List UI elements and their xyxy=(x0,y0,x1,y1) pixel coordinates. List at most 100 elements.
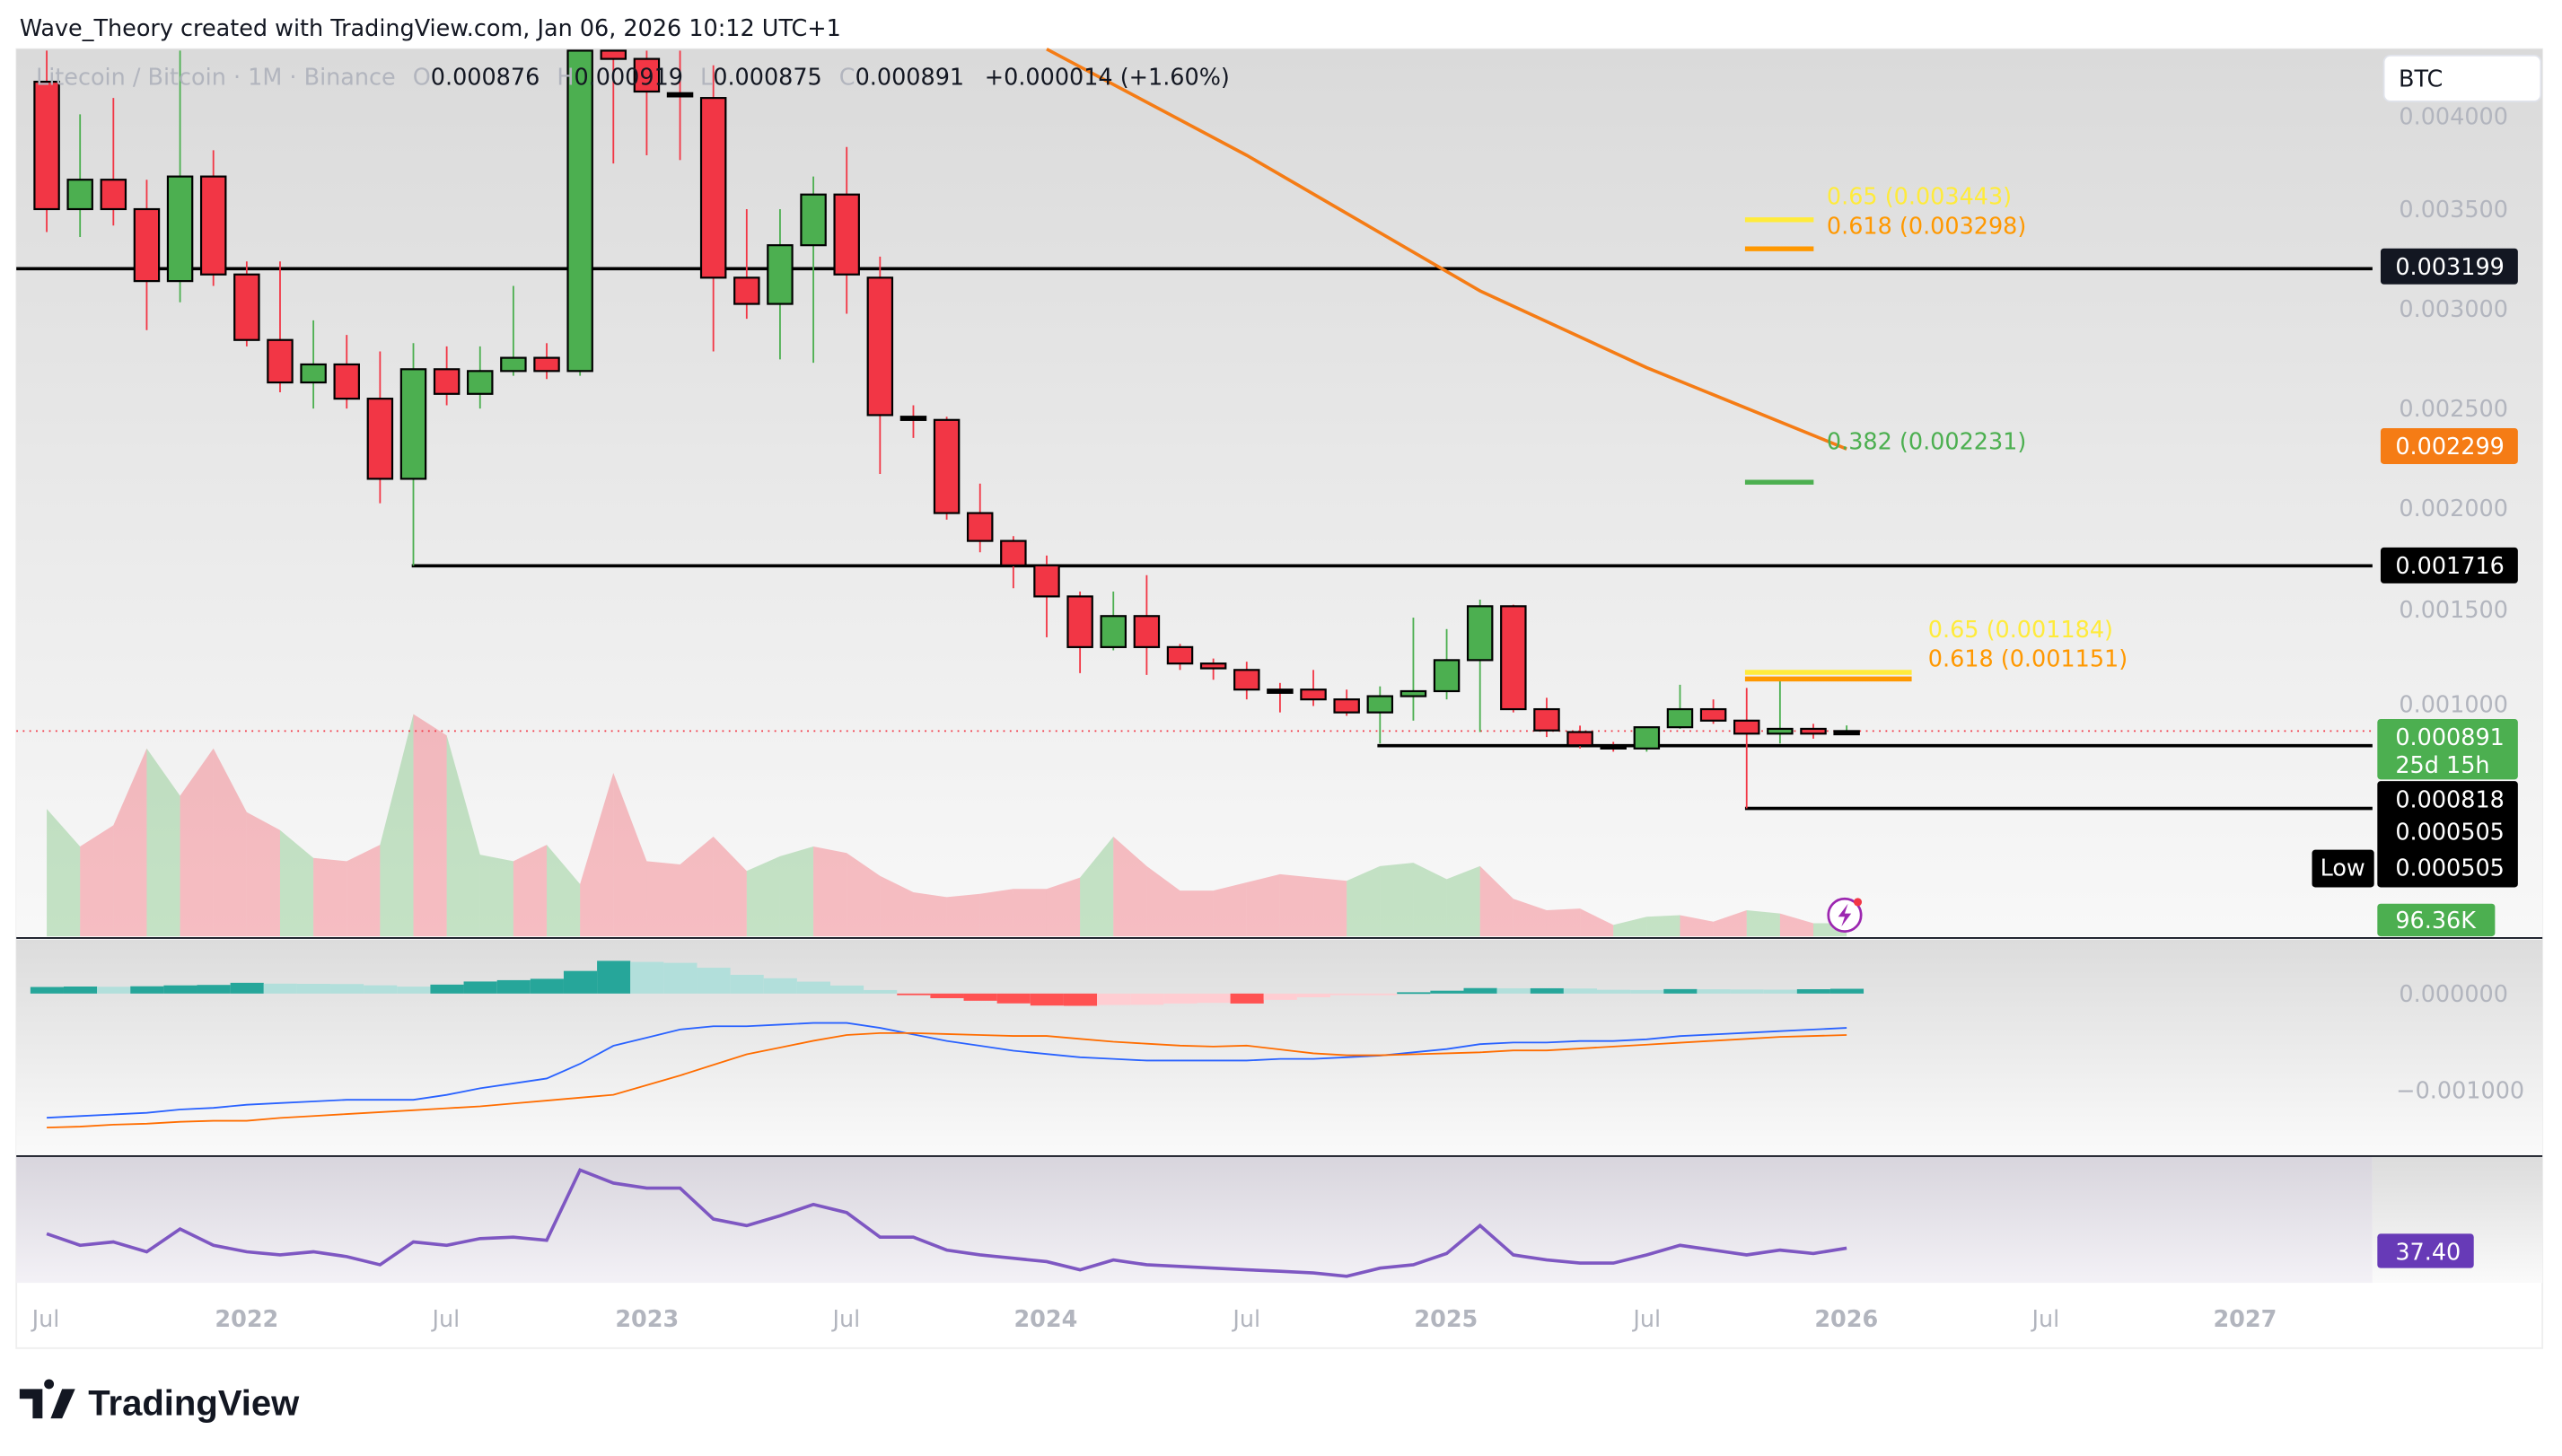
volume-area-segment xyxy=(113,748,147,937)
candle-body xyxy=(1466,605,1494,662)
macd-histogram-bar xyxy=(1496,987,1531,994)
legend-low: 0.000875 xyxy=(713,65,822,92)
macd-histogram-bar xyxy=(163,985,197,994)
volume-area-segment xyxy=(979,889,1013,937)
macd-histogram-bar xyxy=(397,987,431,994)
macd-histogram-bar xyxy=(130,986,164,994)
volume-area-segment xyxy=(446,735,480,937)
candle-body xyxy=(1699,707,1727,722)
time-tick: 2023 xyxy=(615,1306,679,1333)
macd-histogram-bar xyxy=(197,985,231,994)
candle-body xyxy=(733,276,760,305)
volume-area-segment xyxy=(1013,889,1047,937)
volume-area-segment xyxy=(1479,865,1514,937)
candle-body xyxy=(166,175,194,283)
currency-button-label: BTC xyxy=(2399,66,2443,92)
candle-body xyxy=(33,80,60,211)
candle-body xyxy=(1800,727,1827,735)
volume-area-segment xyxy=(813,846,847,937)
legend-change: +0.000014 (+1.60%) xyxy=(985,65,1230,92)
volume-area-segment xyxy=(1046,877,1081,937)
candle-body xyxy=(433,368,461,395)
macd-histogram-bar xyxy=(1230,993,1264,1004)
volume-area-segment xyxy=(146,748,180,937)
candle-body xyxy=(1066,595,1093,648)
macd-histogram-bar xyxy=(897,993,931,996)
macd-histogram-bar xyxy=(730,974,764,994)
candle-body xyxy=(699,97,727,279)
volume-area-segment xyxy=(246,811,280,937)
macd-histogram-bar xyxy=(796,981,831,994)
candle-body xyxy=(600,49,627,60)
candle-body xyxy=(833,193,860,276)
candle-body xyxy=(66,179,93,211)
volume-area-segment xyxy=(680,837,714,937)
legend-open-label: O xyxy=(413,65,431,92)
currency-button[interactable]: BTC xyxy=(2382,54,2542,102)
macd-histogram-bar xyxy=(463,981,497,994)
candle-body xyxy=(1767,727,1794,735)
chart-frame xyxy=(15,48,2544,1349)
candle-body xyxy=(933,418,961,514)
macd-histogram-bar xyxy=(1364,993,1398,996)
time-axis[interactable]: Jul 2022 Jul 2023 Jul 2024 Jul 2025 Jul … xyxy=(31,1306,2277,1333)
tradingview-logo-icon xyxy=(19,1379,75,1419)
legend-close-label: C xyxy=(839,65,855,92)
macd-histogram-bar xyxy=(263,983,297,994)
macd-histogram-bar xyxy=(663,962,698,994)
lightning-icon[interactable] xyxy=(1827,897,1863,934)
candle-body xyxy=(133,207,161,283)
fib-label: 0.618 (0.001151) xyxy=(1928,646,2128,673)
macd-histogram-bar xyxy=(330,984,364,994)
volume-area-segment xyxy=(47,809,81,937)
time-tick: 2026 xyxy=(1814,1306,1878,1333)
macd-histogram-bar xyxy=(1329,993,1364,996)
tag-countdown: 25d 15h xyxy=(2395,752,2489,779)
macd-histogram-bar xyxy=(963,993,997,1001)
macd-histogram-bar xyxy=(1263,993,1297,1000)
candle-body xyxy=(300,363,327,384)
candle-body xyxy=(566,49,593,373)
volume-area-segment xyxy=(613,773,647,937)
volume-area-segment xyxy=(1746,909,1780,937)
macd-histogram-bar xyxy=(1130,993,1164,1005)
horizontal-levels[interactable] xyxy=(16,267,2373,811)
price-axis[interactable]: 0.004000 0.003500 0.003000 0.002500 0.00… xyxy=(2312,103,2525,1268)
volume-area-segment xyxy=(1279,873,1314,937)
macd-tick: 0.000000 xyxy=(2399,981,2508,1008)
candle-body xyxy=(1267,689,1294,694)
svg-text:Litecoin / Bitcoin · 1M · Bina: Litecoin / Bitcoin · 1M · Binance O0.000… xyxy=(36,65,1230,92)
macd-histogram-bar xyxy=(1697,989,1731,994)
fib-levels[interactable] xyxy=(1744,217,1912,682)
candle-body xyxy=(800,193,827,247)
macd-histogram-bar xyxy=(830,985,864,994)
macd-histogram-bar xyxy=(597,960,631,994)
volume-area-segment xyxy=(279,829,314,937)
legend-symbol[interactable]: Litecoin / Bitcoin · 1M · Binance xyxy=(36,65,396,92)
candle-body xyxy=(467,370,494,395)
fib-label: 0.382 (0.002231) xyxy=(1827,429,2026,456)
candle-body xyxy=(1399,689,1427,697)
candle-body xyxy=(1133,615,1161,648)
legend-open: 0.000876 xyxy=(431,65,540,92)
macd-histogram-bar xyxy=(1296,993,1330,997)
macd-histogram-bar xyxy=(1097,993,1131,1005)
price-tick: 0.001000 xyxy=(2399,692,2508,719)
macd-histogram-bar xyxy=(1663,988,1698,994)
candle-body xyxy=(1666,707,1694,729)
price-tick: 0.002500 xyxy=(2399,396,2508,423)
candle-body xyxy=(666,92,694,98)
candle-body xyxy=(333,363,360,400)
time-tick: Jul xyxy=(31,1306,60,1333)
volume-area-segment xyxy=(413,714,447,937)
macd-histogram-bar xyxy=(1063,993,1098,1006)
macd-histogram-bar xyxy=(63,987,98,994)
volume-area-segment xyxy=(1779,913,1814,937)
candle-body xyxy=(399,368,427,480)
candle-body xyxy=(1633,726,1661,750)
candle-body xyxy=(533,356,560,373)
volume-area-segment xyxy=(713,837,747,937)
macd-histogram-bar xyxy=(364,985,398,994)
volume-area-segment xyxy=(580,773,614,937)
